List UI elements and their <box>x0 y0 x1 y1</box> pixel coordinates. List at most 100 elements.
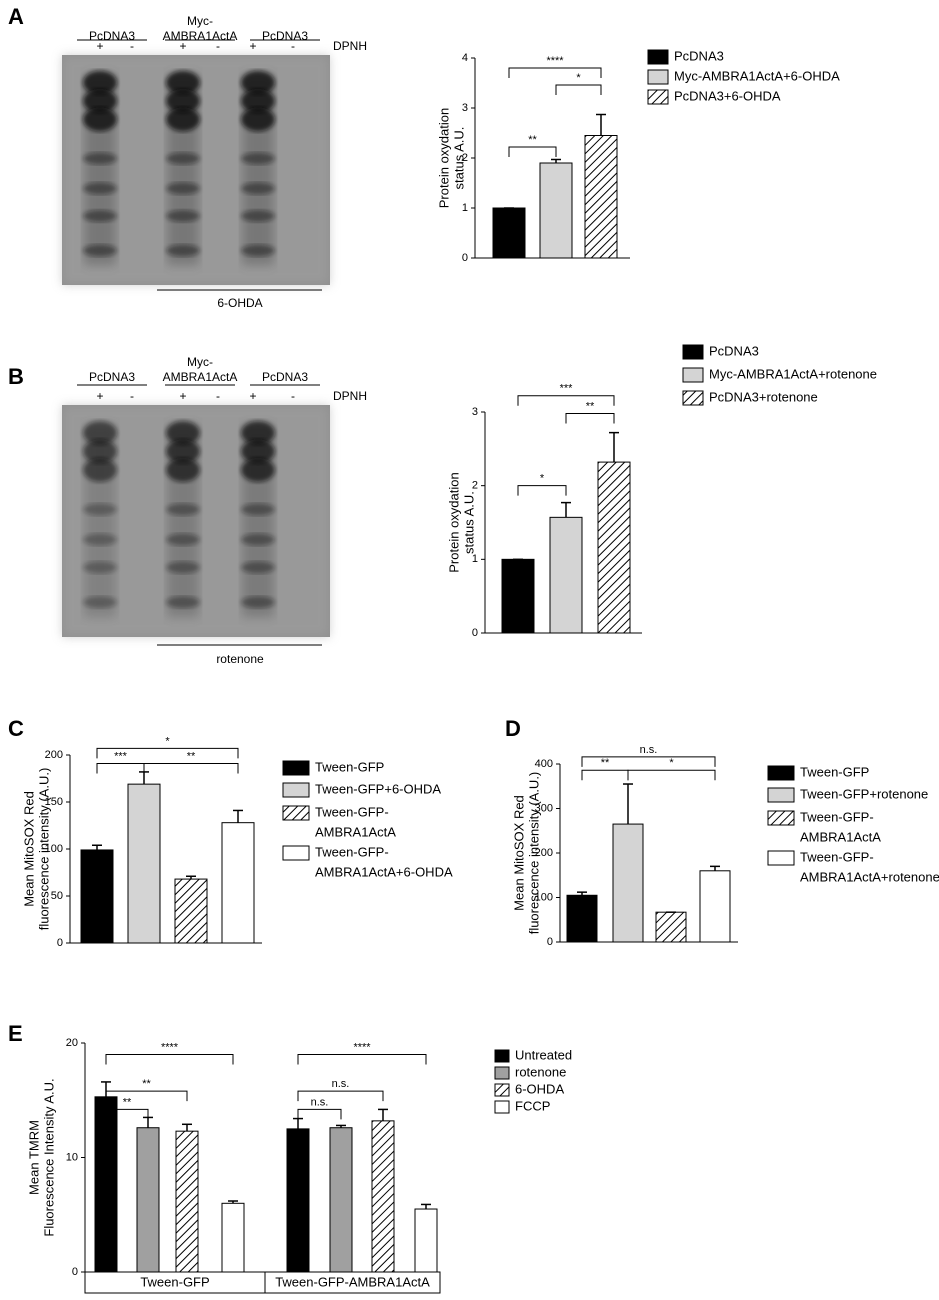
y-tick-label: 150 <box>45 796 63 808</box>
blot-band <box>166 533 200 546</box>
legend-swatch <box>647 89 669 105</box>
x-tick-label: Tween-GFP-AMBRA1ActA <box>275 1274 430 1289</box>
legend-swatch <box>767 765 795 781</box>
bar <box>539 162 573 259</box>
lane-sign: - <box>130 389 134 403</box>
y-tick-label: 50 <box>51 890 63 902</box>
legend-label: PcDNA3+6-OHDA <box>674 88 781 103</box>
blot-band <box>241 457 275 482</box>
significance-label: n.s. <box>640 744 658 756</box>
lane-sign: - <box>291 39 295 53</box>
legend-label: rotenone <box>515 1064 566 1079</box>
blot-band <box>83 596 117 609</box>
significance-bracket <box>517 395 615 406</box>
legend-label: PcDNA3+rotenone <box>709 389 818 404</box>
lane-label: PcDNA3 <box>262 370 308 384</box>
blot-band <box>241 561 275 574</box>
bar <box>597 461 631 634</box>
legend-swatch <box>494 1049 510 1063</box>
bar <box>549 516 583 634</box>
bar <box>127 783 161 944</box>
bar <box>501 558 535 634</box>
y-tick-label: 0 <box>547 936 553 948</box>
y-axis-label: status A.U. <box>451 127 466 190</box>
lane-sign: + <box>179 389 186 403</box>
bar <box>492 207 526 259</box>
significance-label: * <box>576 72 581 84</box>
lane-sign: - <box>216 39 220 53</box>
blot-band <box>83 561 117 574</box>
y-tick-label: 20 <box>66 1037 78 1049</box>
significance-label: *** <box>114 750 128 762</box>
legend-label: FCCP <box>515 1098 550 1113</box>
significance-bracket <box>627 769 716 781</box>
bar <box>566 894 598 943</box>
y-tick-label: 200 <box>45 749 63 761</box>
y-tick-label: 0 <box>472 627 478 639</box>
blot-band <box>83 182 117 195</box>
legend-label: PcDNA3 <box>709 343 759 358</box>
significance-bracket <box>581 769 629 781</box>
blot-band <box>166 107 200 132</box>
blot-band <box>241 420 275 445</box>
y-tick-label: 100 <box>535 891 553 903</box>
lane-sign: - <box>216 389 220 403</box>
legend-label: Tween-GFP- <box>315 804 389 819</box>
significance-label: **** <box>161 1041 179 1053</box>
y-tick-label: 400 <box>535 758 553 770</box>
significance-label: * <box>165 735 170 747</box>
y-tick-label: 1 <box>462 202 468 214</box>
bar <box>699 870 731 943</box>
lane-label: Myc- <box>187 355 213 369</box>
legend-swatch <box>767 850 795 866</box>
legend-label: Myc-AMBRA1ActA+6-OHDA <box>674 68 840 83</box>
legend-swatch <box>282 845 310 861</box>
y-axis-label: Protein oxydation <box>446 472 461 572</box>
reagent-label: DPNH <box>333 389 367 403</box>
legend-swatch <box>647 69 669 85</box>
legend-swatch <box>767 810 795 826</box>
significance-bracket <box>555 84 602 95</box>
lane-sign: - <box>291 389 295 403</box>
blot-band <box>241 70 275 95</box>
significance-label: n.s. <box>332 1078 350 1090</box>
significance-bracket <box>581 756 716 767</box>
bar <box>329 1127 353 1273</box>
significance-label: *** <box>560 383 574 395</box>
significance-label: * <box>669 757 674 769</box>
legend-swatch <box>494 1083 510 1097</box>
blot-band <box>241 596 275 609</box>
legend-label: Untreated <box>515 1047 572 1062</box>
significance-bracket <box>508 146 557 157</box>
panel-label: E <box>8 1021 23 1046</box>
panel-label: D <box>505 716 521 741</box>
bar <box>286 1128 310 1273</box>
reagent-label: DPNH <box>333 39 367 53</box>
legend-label: 6-OHDA <box>515 1081 564 1096</box>
y-tick-label: 0 <box>462 252 468 264</box>
y-tick-label: 100 <box>45 843 63 855</box>
bar <box>136 1127 160 1273</box>
y-tick-label: 300 <box>535 802 553 814</box>
significance-bracket <box>96 762 145 774</box>
lane-label: PcDNA3 <box>89 370 135 384</box>
blot-band <box>83 503 117 516</box>
y-tick-label: 3 <box>462 102 468 114</box>
legend-label: Tween-GFP <box>315 759 384 774</box>
legend-label: Tween-GFP+rotenone <box>800 786 928 801</box>
significance-bracket <box>508 67 602 78</box>
legend-label: AMBRA1ActA+rotenone <box>800 869 939 884</box>
significance-bracket <box>143 762 239 774</box>
blot-band <box>166 182 200 195</box>
blot-band <box>241 439 275 464</box>
legend-swatch <box>647 49 669 65</box>
treatment-label: rotenone <box>216 652 264 666</box>
blot-band <box>166 457 200 482</box>
significance-label: **** <box>546 55 564 67</box>
blot-band <box>83 244 117 257</box>
significance-label: n.s. <box>311 1096 329 1108</box>
legend-label: AMBRA1ActA+6-OHDA <box>315 864 453 879</box>
legend-label: Tween-GFP- <box>315 844 389 859</box>
y-axis-label: fluorescence intensity (A.U.) <box>36 768 51 931</box>
significance-bracket <box>105 1053 234 1065</box>
